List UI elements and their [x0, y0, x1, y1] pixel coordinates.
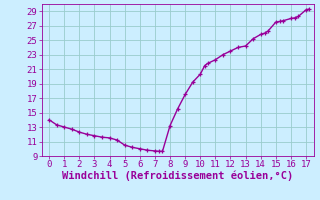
X-axis label: Windchill (Refroidissement éolien,°C): Windchill (Refroidissement éolien,°C) — [62, 171, 293, 181]
